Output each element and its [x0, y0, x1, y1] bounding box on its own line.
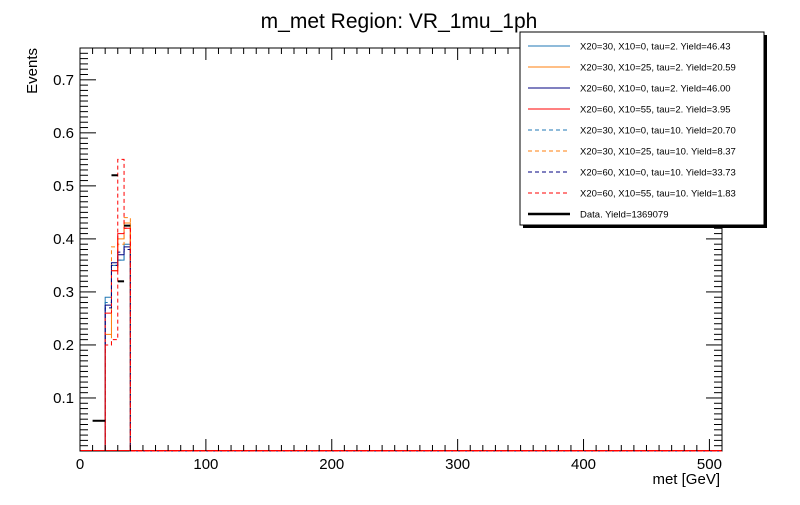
x-tick-label: 500: [697, 456, 722, 473]
legend-label: X20=30, X10=25, tau=10. Yield=8.37: [580, 147, 736, 158]
chart-title: m_met Region: VR_1mu_1ph: [261, 10, 538, 33]
series-6-histogram: [104, 217, 722, 452]
legend-entry-8: X20=60, X10=55, tau=10. Yield=1.83: [528, 189, 736, 200]
series-4-histogram: [104, 227, 722, 452]
y-tick-label: 0.7: [53, 72, 74, 89]
series-7-histogram: [104, 249, 722, 452]
series-2-histogram: [104, 222, 722, 452]
x-axis-label: met [GeV]: [652, 471, 720, 488]
series-layer: [80, 158, 722, 452]
legend-entry-3: X20=60, X10=0, tau=2. Yield=46.00: [528, 84, 731, 95]
x-tick-label: 100: [193, 456, 218, 473]
y-tick-label: 0.6: [53, 125, 74, 142]
axis-layer: 0 100 200 300 400 500 0.1 0.2 0.3 0.4 0.5 0.6 0.7: [53, 48, 723, 473]
legend-label: X20=60, X10=0, tau=2. Yield=46.00: [580, 84, 731, 95]
y-tick-label: 0.1: [53, 390, 74, 407]
legend-label: X20=60, X10=55, tau=10. Yield=1.83: [580, 189, 736, 200]
y-axis-label: Events: [24, 48, 41, 94]
x-tick-label: 0: [76, 456, 84, 473]
legend-entry-9: Data. Yield=1369079: [528, 210, 668, 221]
legend-label: X20=60, X10=55, tau=2. Yield=3.95: [580, 105, 731, 116]
legend-label: X20=30, X10=0, tau=2. Yield=46.43: [580, 42, 731, 53]
y-tick-label: 0.3: [53, 284, 74, 301]
legend-entry-6: X20=30, X10=25, tau=10. Yield=8.37: [528, 147, 736, 158]
series-3-histogram: [104, 246, 722, 452]
legend-label: X20=60, X10=0, tau=10. Yield=33.73: [580, 168, 736, 179]
legend-label: X20=30, X10=25, tau=2. Yield=20.59: [580, 63, 736, 74]
x-tick-label: 300: [445, 456, 470, 473]
legend-entry-7: X20=60, X10=0, tau=10. Yield=33.73: [528, 168, 736, 179]
y-tick-label: 0.4: [53, 231, 74, 248]
legend: X20=30, X10=0, tau=2. Yield=46.43 X20=30,…: [519, 31, 767, 228]
x-tick-label: 200: [319, 456, 344, 473]
legend-entry-4: X20=60, X10=55, tau=2. Yield=3.95: [528, 105, 731, 116]
y-tick-label: 0.5: [53, 178, 74, 195]
x-tick-label: 400: [571, 456, 596, 473]
series-8-histogram: [104, 158, 722, 452]
legend-entry-2: X20=30, X10=25, tau=2. Yield=20.59: [528, 63, 736, 74]
legend-entries: X20=30, X10=0, tau=2. Yield=46.43 X20=30,…: [528, 42, 736, 221]
legend-box: [519, 31, 765, 226]
data-layer: [92, 174, 131, 422]
legend-label: Data. Yield=1369079: [580, 210, 668, 221]
legend-entry-1: X20=30, X10=0, tau=2. Yield=46.43: [528, 42, 731, 53]
legend-entry-5: X20=30, X10=0, tau=10. Yield=20.70: [528, 126, 736, 137]
y-tick-label: 0.2: [53, 337, 74, 354]
series-5-histogram: [104, 249, 722, 452]
series-1-histogram: [104, 243, 722, 452]
legend-label: X20=30, X10=0, tau=10. Yield=20.70: [580, 126, 736, 137]
